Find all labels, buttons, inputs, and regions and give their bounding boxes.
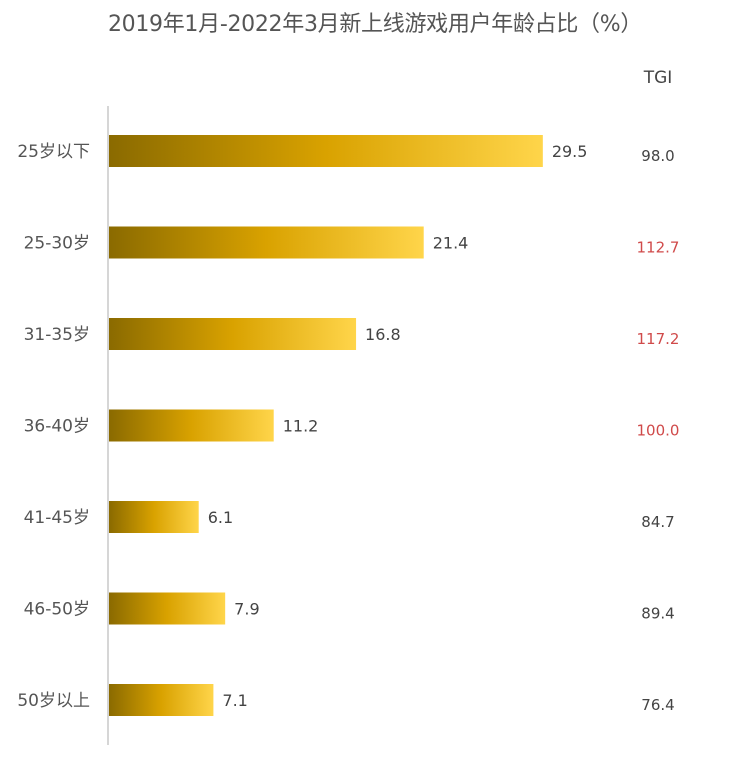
tgi-column-header: TGI bbox=[643, 68, 673, 88]
value-label: 6.1 bbox=[208, 508, 233, 527]
bar bbox=[109, 409, 274, 442]
bar bbox=[109, 684, 214, 716]
tgi-value: 100.0 bbox=[637, 422, 680, 440]
bar bbox=[109, 501, 199, 533]
bar bbox=[109, 318, 357, 350]
chart-title: 2019年1月-2022年3月新上线游戏用户年龄占比（%） bbox=[107, 12, 643, 37]
value-label: 16.8 bbox=[365, 325, 401, 344]
tgi-value: 117.2 bbox=[637, 330, 680, 348]
value-label: 29.5 bbox=[552, 142, 588, 161]
value-label: 21.4 bbox=[433, 234, 469, 253]
tgi-value: 84.7 bbox=[641, 513, 674, 531]
category-label: 36-40岁 bbox=[24, 417, 90, 437]
category-label: 25岁以下 bbox=[17, 142, 90, 162]
category-label: 31-35岁 bbox=[24, 325, 90, 345]
tgi-value: 76.4 bbox=[641, 696, 674, 714]
bar bbox=[109, 592, 226, 625]
tgi-value: 112.7 bbox=[637, 239, 680, 257]
value-label: 7.9 bbox=[234, 600, 259, 619]
category-label: 41-45岁 bbox=[24, 508, 90, 528]
value-label: 7.1 bbox=[222, 691, 247, 710]
category-label: 25-30岁 bbox=[24, 234, 90, 254]
value-label: 11.2 bbox=[283, 417, 319, 436]
tgi-value: 89.4 bbox=[641, 605, 674, 623]
tgi-value: 98.0 bbox=[641, 147, 674, 165]
bar bbox=[109, 135, 543, 167]
category-label: 46-50岁 bbox=[24, 600, 90, 620]
category-label: 50岁以上 bbox=[17, 691, 90, 711]
bar bbox=[109, 226, 424, 259]
